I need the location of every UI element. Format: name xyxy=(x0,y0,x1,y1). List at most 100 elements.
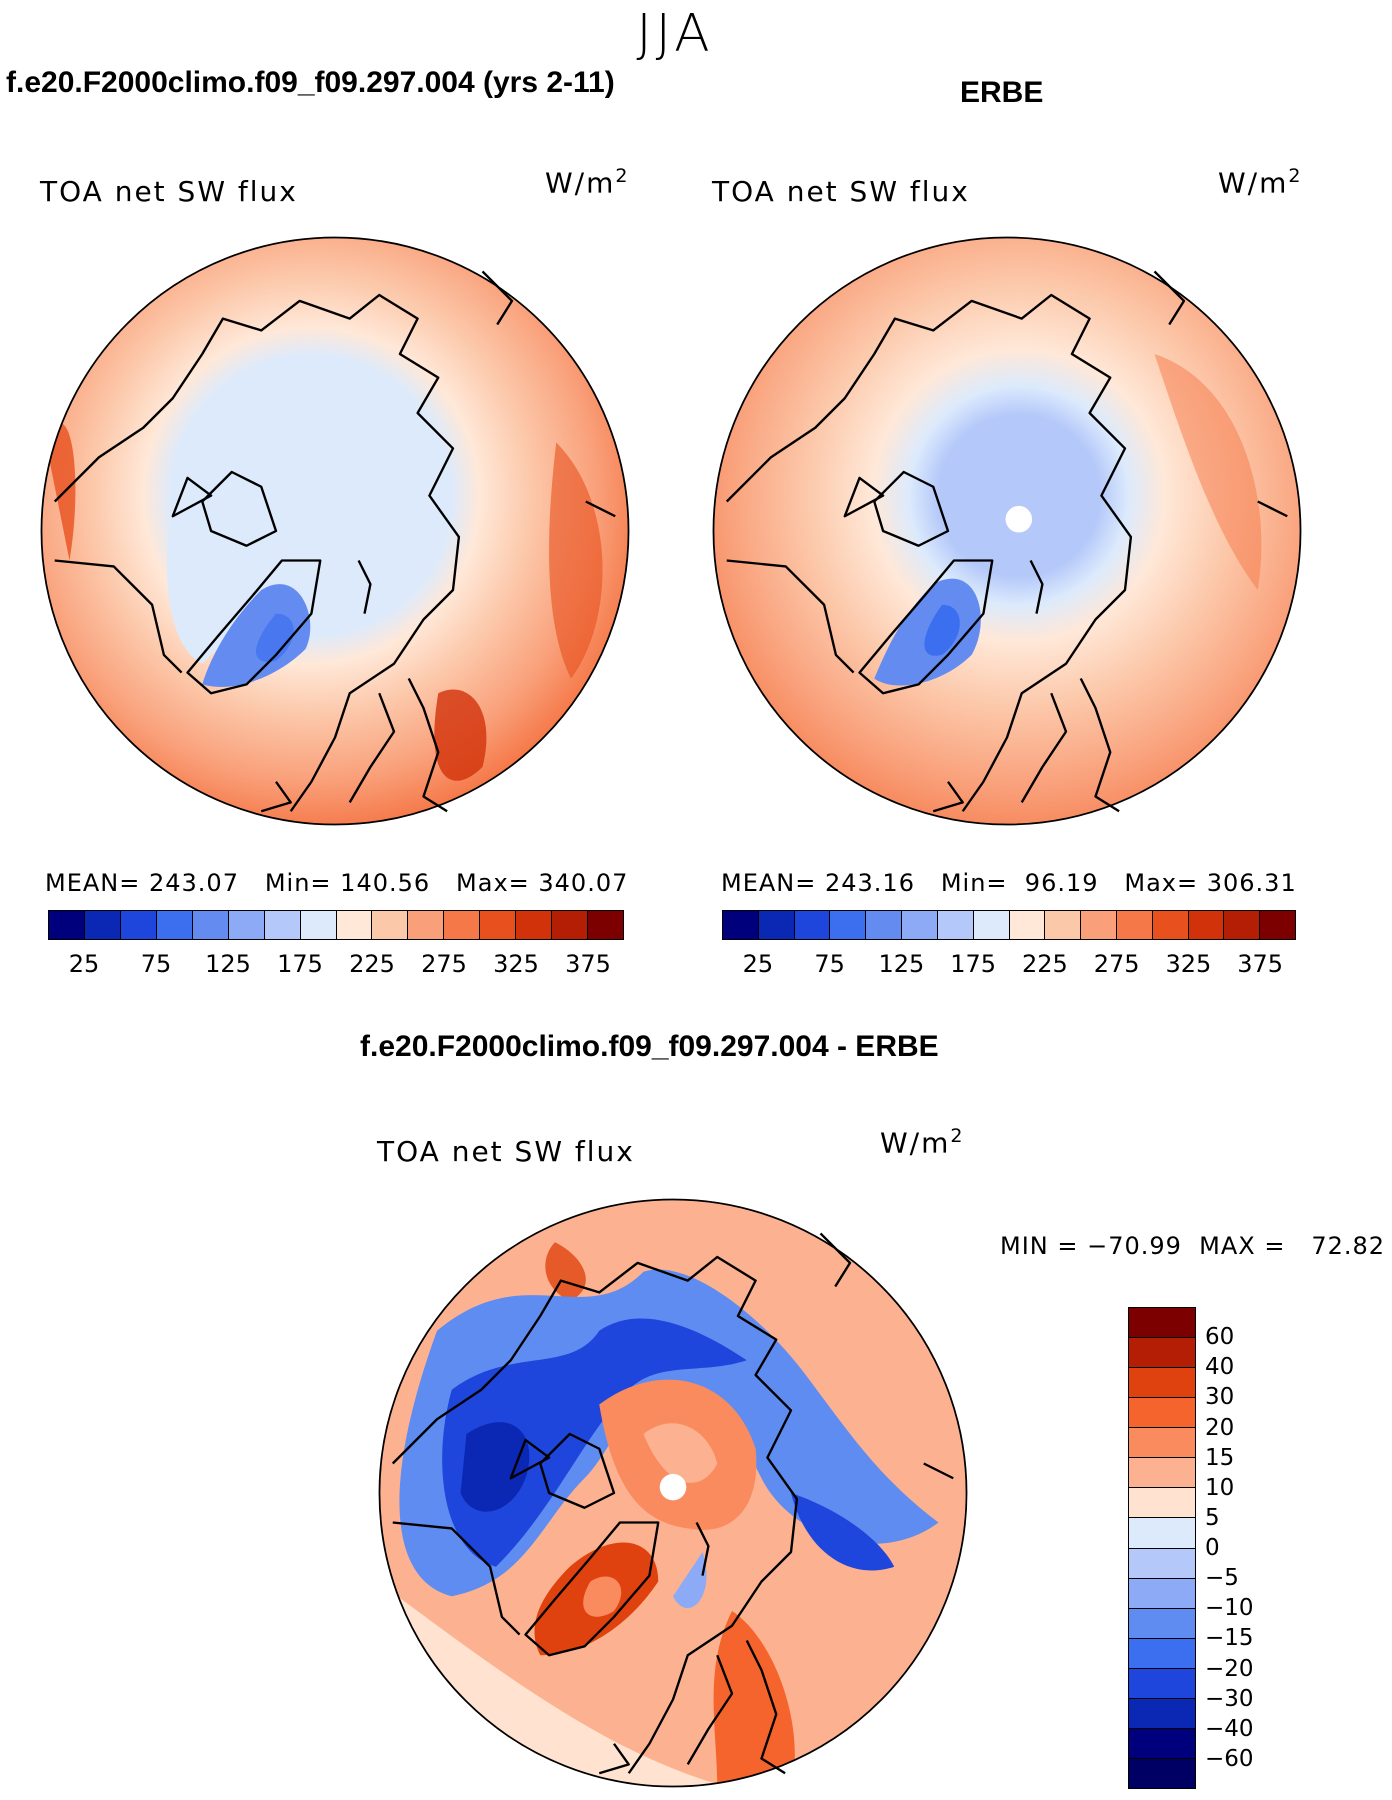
season-title: JJA xyxy=(636,4,714,64)
diff-colorbar-label: 10 xyxy=(1205,1474,1235,1501)
model-colorbar-tick: 325 xyxy=(493,950,539,978)
diff-colorbar-box xyxy=(1129,1428,1195,1459)
diff-colorbar-box xyxy=(1129,1488,1195,1519)
model-colorbar-box xyxy=(480,911,517,939)
diff-colorbar-label: 30 xyxy=(1205,1384,1235,1411)
diff-stats: MIN = −70.99 MAX = 72.82 xyxy=(1000,1232,1386,1260)
model-colorbar-box xyxy=(372,911,409,939)
diff-colorbar-box xyxy=(1129,1338,1195,1369)
model-colorbar-box xyxy=(120,911,157,939)
diff-colorbar-box xyxy=(1129,1728,1195,1759)
model-colorbar-box xyxy=(84,911,121,939)
model-colorbar-box xyxy=(552,911,589,939)
obs-colorbar-box xyxy=(1081,911,1117,939)
diff-colorbar-label: −60 xyxy=(1205,1745,1254,1772)
model-colorbar-tick: 125 xyxy=(205,950,251,978)
obs-colorbar-box xyxy=(723,911,759,939)
diff-colorbar-label: 15 xyxy=(1205,1444,1235,1471)
diff-colorbar-label: −15 xyxy=(1205,1625,1254,1652)
diff-colorbar-box xyxy=(1129,1398,1195,1429)
diff-colorbar-box xyxy=(1129,1698,1195,1729)
diff-colorbar-labels: 60 40 30 20 15 10 5 0 −5 −10 −15 −20 −30 −40 −60 xyxy=(1205,1307,1305,1789)
diff-polar-map xyxy=(378,1198,968,1788)
obs-colorbar-box xyxy=(758,911,795,939)
obs-colorbar-box xyxy=(830,911,867,939)
obs-colorbar-tick: 125 xyxy=(878,950,925,978)
diff-colorbar-label: −20 xyxy=(1205,1655,1254,1682)
model-stats: MEAN= 243.07 Min= 140.56 Max= 340.07 xyxy=(45,869,629,897)
obs-variable-label: TOA net SW flux xyxy=(712,175,970,208)
model-polar-map xyxy=(40,236,630,826)
diff-colorbar-box xyxy=(1129,1758,1195,1788)
model-colorbar-tick: 25 xyxy=(68,950,100,978)
model-colorbar-box xyxy=(156,911,193,939)
model-variable-label: TOA net SW flux xyxy=(40,175,298,208)
diff-colorbar-box xyxy=(1129,1518,1195,1549)
model-colorbar-box xyxy=(300,911,337,939)
diff-colorbar-label: 20 xyxy=(1205,1414,1235,1441)
diff-colorbar-label: 60 xyxy=(1205,1324,1235,1351)
diff-colorbar-label: −10 xyxy=(1205,1595,1254,1622)
model-colorbar-tick: 225 xyxy=(349,950,395,978)
diff-colorbar-box xyxy=(1129,1608,1195,1639)
model-colorbar-tick: 75 xyxy=(140,950,172,978)
diff-colorbar-label: −30 xyxy=(1205,1685,1254,1712)
diff-colorbar-box xyxy=(1129,1368,1195,1399)
diff-units-label: W/m2 xyxy=(880,1125,965,1160)
diff-colorbar xyxy=(1128,1307,1196,1789)
obs-colorbar-box xyxy=(973,911,1010,939)
obs-colorbar-tick: 25 xyxy=(742,950,774,978)
obs-panel-title: ERBE xyxy=(960,76,1044,109)
diff-colorbar-label: 5 xyxy=(1205,1504,1220,1531)
diff-colorbar-box xyxy=(1129,1548,1195,1579)
model-panel-title: f.e20.F2000climo.f09_f09.297.004 (yrs 2-… xyxy=(6,66,615,99)
obs-units-label: W/m2 xyxy=(1218,165,1303,200)
model-colorbar-tick: 275 xyxy=(421,950,467,978)
obs-colorbar-tick: 225 xyxy=(1021,950,1068,978)
obs-pole-hole xyxy=(1005,505,1033,533)
obs-colorbar-box xyxy=(1152,911,1189,939)
model-colorbar-box xyxy=(408,911,445,939)
obs-colorbar-tick: 75 xyxy=(814,950,845,978)
obs-colorbar-tick: 325 xyxy=(1165,950,1212,978)
model-colorbar-box xyxy=(444,911,481,939)
obs-colorbar-box xyxy=(1224,911,1261,939)
model-colorbar-ticks: 25 75 125 175 225 275 325 375 xyxy=(48,950,624,980)
diff-colorbar-label: 0 xyxy=(1205,1535,1220,1561)
obs-colorbar-box xyxy=(937,911,974,939)
diff-colorbar-box xyxy=(1129,1308,1195,1339)
model-colorbar-box xyxy=(264,911,301,939)
diff-colorbar-box xyxy=(1129,1638,1195,1669)
diff-colorbar-label: −5 xyxy=(1205,1565,1239,1592)
obs-colorbar xyxy=(722,910,1296,940)
obs-colorbar-box xyxy=(794,911,831,939)
diff-pole-hole xyxy=(659,1473,687,1501)
obs-colorbar-box xyxy=(866,911,903,939)
obs-stats: MEAN= 243.16 Min= 96.19 Max= 306.31 xyxy=(721,869,1297,897)
obs-colorbar-box xyxy=(1188,911,1225,939)
diff-panel-title: f.e20.F2000climo.f09_f09.297.004 - ERBE xyxy=(360,1030,939,1063)
model-colorbar-tick: 375 xyxy=(565,950,611,978)
diff-colorbar-box xyxy=(1129,1578,1195,1609)
model-colorbar-box xyxy=(192,911,229,939)
obs-colorbar-box xyxy=(1009,911,1046,939)
model-colorbar-box xyxy=(336,911,373,939)
diff-colorbar-label: −40 xyxy=(1205,1715,1254,1742)
model-colorbar-box xyxy=(49,911,85,939)
diff-colorbar-box xyxy=(1129,1458,1195,1489)
model-colorbar-box xyxy=(516,911,553,939)
obs-colorbar-box xyxy=(1260,911,1295,939)
obs-colorbar-tick: 275 xyxy=(1093,950,1140,978)
obs-colorbar-box xyxy=(1116,911,1153,939)
model-units-label: W/m2 xyxy=(545,165,630,200)
diff-colorbar-box xyxy=(1129,1668,1195,1699)
obs-polar-map xyxy=(712,236,1302,826)
model-colorbar-box xyxy=(588,911,623,939)
model-colorbar xyxy=(48,910,624,940)
diff-colorbar-label: 40 xyxy=(1205,1354,1235,1381)
obs-colorbar-tick: 175 xyxy=(950,950,997,978)
obs-colorbar-box xyxy=(902,911,938,939)
diff-variable-label: TOA net SW flux xyxy=(377,1135,635,1168)
obs-colorbar-box xyxy=(1045,911,1082,939)
model-colorbar-box xyxy=(228,911,265,939)
